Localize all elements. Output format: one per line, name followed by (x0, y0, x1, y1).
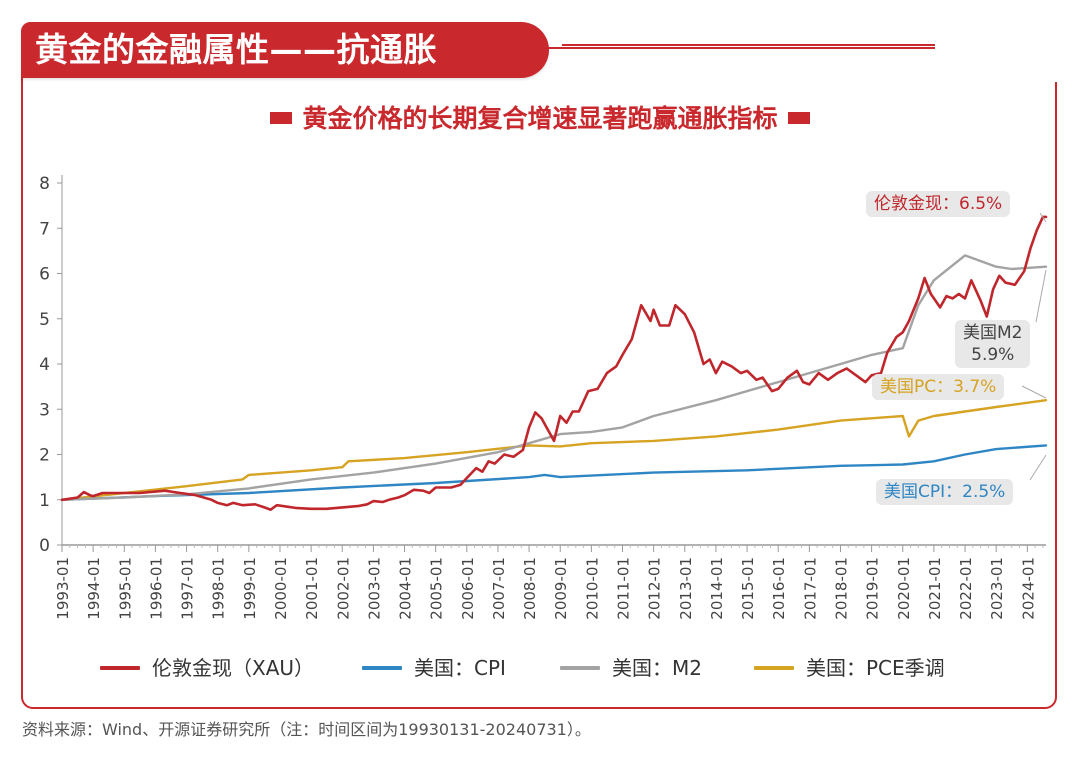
x-tick-label-11: 2004-01 (397, 557, 415, 620)
series-line-m2 (60, 254, 1048, 501)
callout-pce: 美国PC：3.7% (872, 374, 1005, 400)
y-tick-label-3: 3 (39, 400, 50, 420)
y-tick-label-1: 1 (39, 491, 50, 511)
legend-item-pce: 美国：PCE季调 (754, 652, 945, 684)
x-tick-label-20: 2013-01 (677, 557, 695, 620)
x-tick-label-24: 2017-01 (801, 557, 819, 620)
callout-m2: 美国M2 5.9% (955, 320, 1031, 368)
x-tick-label-5: 1998-01 (210, 557, 228, 620)
callout-pce-text: 美国PC：3.7% (880, 377, 997, 397)
chart-subtitle: 黄金价格的长期复合增速显著跑赢通胀指标 (0, 102, 1080, 136)
x-tick-label-28: 2021-01 (926, 557, 944, 620)
legend-item-cpi: 美国：CPI (362, 652, 506, 684)
series-line-xau (60, 215, 1048, 511)
header-rule (562, 44, 1058, 46)
callout-xau: 伦敦金现：6.5% (866, 191, 1011, 217)
callout-connector-pce (1021, 385, 1047, 399)
legend-label-m2: 美国：M2 (612, 656, 702, 680)
source-note: 资料来源：Wind、开源证券研究所（注：时间区间为19930131-202407… (22, 720, 591, 739)
legend-swatch-pce (754, 665, 794, 670)
x-tick-label-17: 2010-01 (583, 557, 601, 620)
legend-item-xau: 伦敦金现（XAU） (100, 652, 314, 684)
x-tick-label-4: 1997-01 (179, 557, 197, 620)
callout-connector-cpi (1029, 454, 1047, 481)
x-tick-label-3: 1996-01 (147, 557, 165, 620)
series-line-pce (60, 399, 1048, 501)
x-tick-label-15: 2008-01 (521, 557, 539, 620)
y-tick-label-5: 5 (39, 310, 50, 330)
x-tick-label-14: 2007-01 (490, 557, 508, 620)
y-tick-label-6: 6 (39, 265, 50, 285)
x-tick-label-9: 2002-01 (334, 557, 352, 620)
x-tick-label-23: 2016-01 (770, 557, 788, 620)
x-tick-label-8: 2001-01 (303, 557, 321, 620)
x-tick-label-18: 2011-01 (615, 557, 633, 620)
subtitle-bar-right (787, 112, 810, 124)
subtitle-bar-left (270, 112, 293, 124)
legend-label-cpi: 美国：CPI (414, 656, 506, 680)
x-tick-label-31: 2024-01 (1019, 557, 1037, 620)
legend-label-pce: 美国：PCE季调 (806, 656, 945, 680)
callout-cpi-text: 美国CPI：2.5% (884, 482, 1006, 502)
callout-connector-xau (1039, 212, 1047, 223)
chart-legend: 伦敦金现（XAU） 美国：CPI 美国：M2 美国：PCE季调 (100, 652, 1000, 684)
y-tick-label-0: 0 (39, 536, 50, 556)
x-tick-label-0: 1993-01 (54, 557, 72, 620)
y-tick-label-4: 4 (39, 355, 50, 375)
legend-item-m2: 美国：M2 (560, 652, 702, 684)
y-tick-label-8: 8 (39, 174, 50, 194)
x-tick-label-2: 1995-01 (116, 557, 134, 620)
x-tick-label-21: 2014-01 (708, 557, 726, 620)
x-tick-label-25: 2018-01 (832, 557, 850, 620)
x-tick-label-26: 2019-01 (864, 557, 882, 620)
x-tick-label-22: 2015-01 (739, 557, 757, 620)
x-tick-label-27: 2020-01 (895, 557, 913, 620)
legend-label-xau: 伦敦金现（XAU） (152, 656, 315, 680)
x-tick-label-13: 2006-01 (459, 557, 477, 620)
callout-xau-text: 伦敦金现：6.5% (874, 194, 1003, 214)
x-tick-label-6: 1999-01 (241, 557, 259, 620)
x-tick-label-16: 2009-01 (552, 557, 570, 620)
x-tick-label-19: 2012-01 (646, 557, 664, 620)
header-rule-gap (935, 22, 1060, 82)
callout-m2-text: 美国M2 5.9% (963, 323, 1023, 365)
callout-cpi: 美国CPI：2.5% (876, 479, 1014, 505)
y-tick-label-2: 2 (39, 446, 50, 466)
x-tick-label-7: 2000-01 (272, 557, 290, 620)
x-tick-label-30: 2023-01 (988, 557, 1006, 620)
x-tick-label-1: 1994-01 (85, 557, 103, 620)
y-tick-label-7: 7 (39, 219, 50, 239)
page-title: 黄金的金融属性——抗通胀 (21, 22, 549, 78)
legend-swatch-m2 (560, 665, 600, 670)
legend-swatch-xau (100, 665, 140, 670)
x-tick-label-29: 2022-01 (957, 557, 975, 620)
x-tick-label-12: 2005-01 (428, 557, 446, 620)
x-tick-label-10: 2003-01 (365, 557, 383, 620)
callout-connector-m2 (1035, 269, 1047, 323)
subtitle-text: 黄金价格的长期复合增速显著跑赢通胀指标 (302, 104, 778, 133)
series-line-cpi (60, 444, 1048, 501)
legend-swatch-cpi (362, 665, 402, 670)
